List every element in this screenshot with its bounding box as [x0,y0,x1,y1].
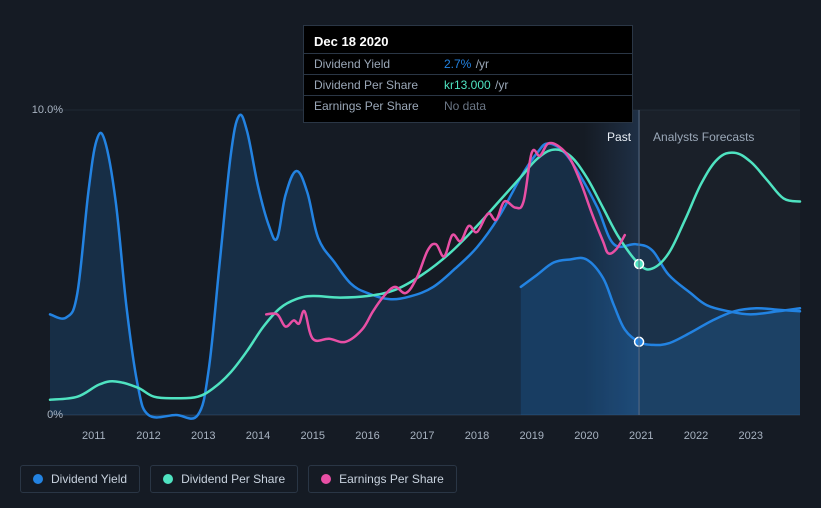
legend-label: Earnings Per Share [339,472,444,486]
past-region-label: Past [607,130,631,144]
legend-item[interactable]: Dividend Yield [20,465,140,493]
tooltip-row-label: Dividend Yield [314,57,444,71]
tooltip-title: Dec 18 2020 [304,32,632,53]
legend-dot-icon [321,474,331,484]
x-axis-label: 2013 [191,430,215,442]
tooltip-row-value: No data [444,99,486,113]
legend-label: Dividend Yield [51,472,127,486]
tooltip-row-label: Dividend Per Share [314,78,444,92]
x-axis-label: 2022 [684,430,708,442]
tooltip-row-label: Earnings Per Share [314,99,444,113]
x-axis-label: 2015 [301,430,325,442]
tooltip-row: Earnings Per ShareNo data [304,95,632,116]
x-axis-label: 2023 [738,430,762,442]
legend-item[interactable]: Earnings Per Share [308,465,457,493]
x-axis-label: 2017 [410,430,434,442]
x-axis-label: 2012 [136,430,160,442]
x-axis-label: 2021 [629,430,653,442]
legend-item[interactable]: Dividend Per Share [150,465,298,493]
legend-dot-icon [33,474,43,484]
x-axis-label: 2016 [355,430,379,442]
legend-dot-icon [163,474,173,484]
tooltip-row: Dividend Yield2.7% /yr [304,53,632,74]
y-axis-label: 0% [47,409,63,421]
legend-label: Dividend Per Share [181,472,285,486]
x-axis-label: 2020 [574,430,598,442]
tooltip-row: Dividend Per Sharekr13.000 /yr [304,74,632,95]
chart-plot[interactable] [50,110,800,415]
tooltip-row-value: 2.7% /yr [444,57,489,71]
chart-legend: Dividend Yield Dividend Per Share Earnings… [20,465,457,493]
y-axis-label: 10.0% [32,104,63,116]
forecast-region-label: Analysts Forecasts [653,130,754,144]
x-axis-label: 2011 [82,430,106,442]
x-axis-label: 2018 [465,430,489,442]
x-axis-label: 2019 [520,430,544,442]
x-axis-label: 2014 [246,430,270,442]
chart-tooltip: Dec 18 2020 Dividend Yield2.7% /yrDivide… [303,25,633,123]
tooltip-row-value: kr13.000 /yr [444,78,508,92]
